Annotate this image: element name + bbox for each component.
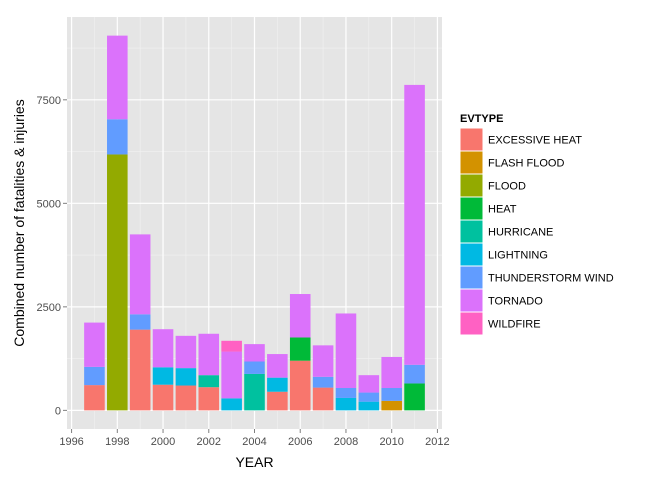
legend-label: THUNDERSTORM WIND [488,273,614,285]
bar-segment-2003-lightning [221,398,242,410]
y-tick-label: 5000 [37,198,61,210]
legend-title: EVTYPE [460,113,503,125]
bar-segment-2007-tornado [313,345,334,376]
legend-swatch-excessive-heat [461,129,483,151]
bar-segment-2002-tornado [198,334,219,375]
x-tick-label: 2012 [425,436,449,448]
bar-segment-1997-tornado [84,323,105,367]
legend-swatch-heat [461,198,483,220]
legend-label: FLASH FLOOD [488,158,564,170]
bar-segment-1997-thunderstorm-wind [84,367,105,385]
bar-segment-2011-tornado [404,85,425,365]
y-axis-title: Combined number of fatalities & injuries [11,99,27,346]
bar-segment-1998-tornado [107,36,128,120]
legend-swatch-wildfire [461,313,483,335]
legend-label: WILDFIRE [488,319,541,331]
bar-segment-2009-lightning [359,402,380,411]
bar-segment-2010-flash-flood [381,401,402,411]
x-tick-label: 1998 [105,436,129,448]
bar-segment-2004-hurricane [244,374,265,410]
legend-label: HEAT [488,204,517,216]
bar-segment-2000-tornado [153,329,174,367]
legend-label: FLOOD [488,181,526,193]
x-tick-label: 2002 [197,436,221,448]
bar-segment-2001-excessive-heat [176,386,197,411]
x-tick-label: 2006 [288,436,312,448]
bar-segment-2002-hurricane [198,375,219,387]
legend-swatch-tornado [461,290,483,312]
bar-segment-1999-tornado [130,234,151,314]
legend-swatch-hurricane [461,221,483,243]
bar-segment-1999-thunderstorm-wind [130,314,151,329]
legend-label: HURRICANE [488,227,553,239]
bar-segment-2004-thunderstorm-wind [244,362,265,374]
bar-segment-2001-lightning [176,368,197,385]
bar-segment-2008-tornado [336,313,357,388]
bar-segment-2006-excessive-heat [290,361,311,411]
legend-label: EXCESSIVE HEAT [488,135,582,147]
bar-segment-2010-tornado [381,357,402,388]
legend-swatch-flash-flood [461,152,483,174]
bar-segment-2005-excessive-heat [267,392,288,411]
legend-label: LIGHTNING [488,250,548,262]
bar-segment-2005-lightning [267,378,288,392]
legend-swatch-thunderstorm-wind [461,267,483,289]
bar-segment-2009-tornado [359,375,380,392]
bar-segment-2000-lightning [153,367,174,384]
x-axis-title: YEAR [235,454,273,470]
bar-segment-2008-thunderstorm-wind [336,388,357,398]
x-tick-label: 2004 [242,436,266,448]
bar-segment-2000-excessive-heat [153,385,174,411]
bar-segment-1997-excessive-heat [84,385,105,410]
y-tick-label: 2500 [37,302,61,314]
bar-segment-2008-lightning [336,398,357,410]
bar-segment-2003-wildfire [221,341,242,352]
bar-segment-2007-excessive-heat [313,388,334,411]
bar-segment-2003-tornado [221,352,242,399]
y-tick-label: 0 [55,405,61,417]
bar-segment-2004-tornado [244,344,265,361]
x-tick-label: 2008 [334,436,358,448]
bar-segment-2001-tornado [176,336,197,368]
bar-segment-2010-thunderstorm-wind [381,388,402,401]
bar-segment-2007-thunderstorm-wind [313,377,334,388]
bar-segment-2005-tornado [267,354,288,378]
y-tick-label: 7500 [37,95,61,107]
x-tick-label: 2010 [379,436,403,448]
bar-segment-1999-excessive-heat [130,330,151,411]
legend-label: TORNADO [488,296,543,308]
bar-segment-2002-excessive-heat [198,387,219,410]
x-tick-label: 1996 [59,436,83,448]
x-tick-label: 2000 [151,436,175,448]
legend: EXCESSIVE HEAT FLASH FLOOD FLOOD HEAT HURRIC… [460,128,614,335]
bar-segment-2006-heat [290,337,311,360]
bar-segment-2009-thunderstorm-wind [359,393,380,402]
bar-segment-1998-flood [107,154,128,410]
legend-swatch-flood [461,175,483,197]
bar-segment-1998-thunderstorm-wind [107,119,128,154]
legend-swatch-lightning [461,244,483,266]
bar-segment-2006-tornado [290,294,311,337]
bar-segment-2011-thunderstorm-wind [404,365,425,384]
bar-segment-2011-heat [404,383,425,410]
